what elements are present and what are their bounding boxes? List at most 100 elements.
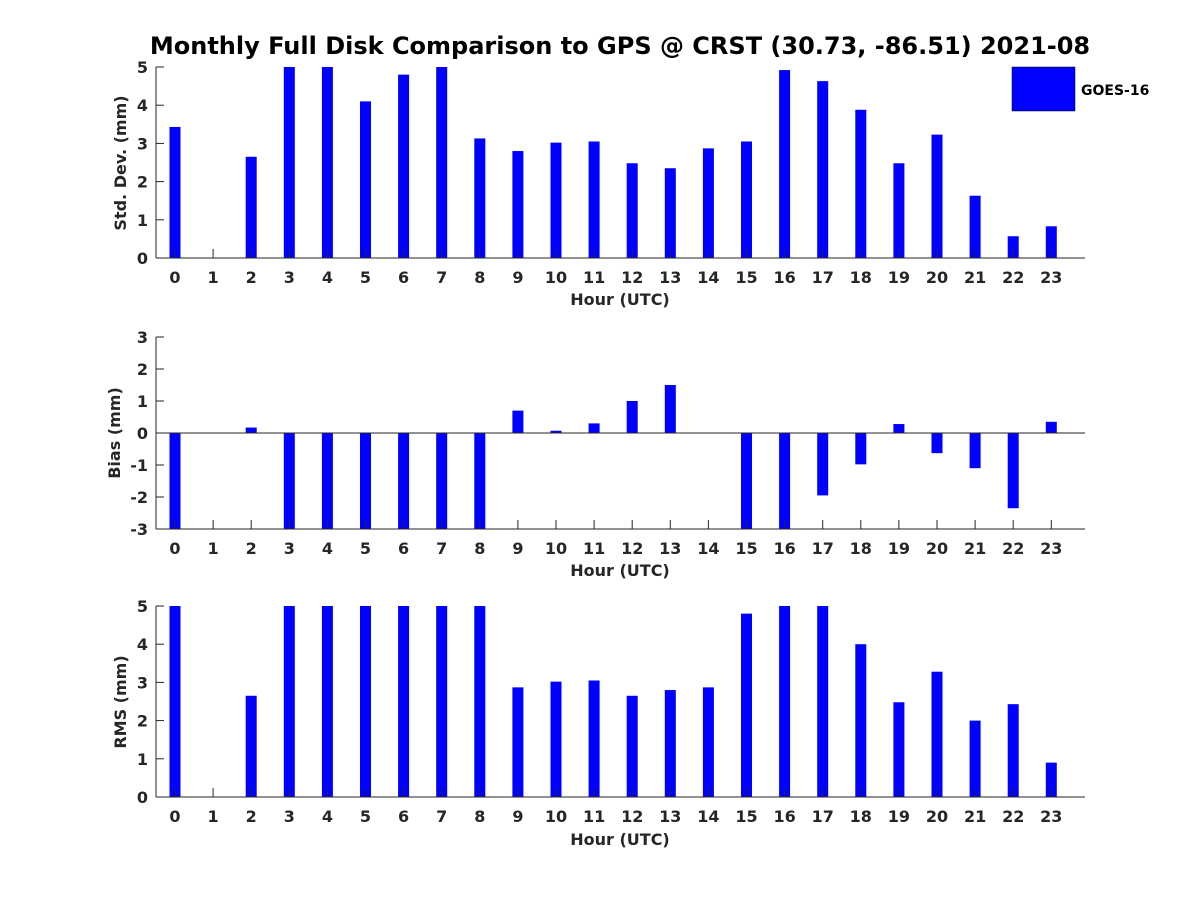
rms-ytick-label: 1 [137,750,148,769]
std_dev-bar-10 [550,142,562,258]
rms-xtick-label: 20 [926,807,948,826]
bias-bar-18 [855,433,867,465]
bias-bar-20 [931,433,943,454]
bias-xtick-label: 3 [284,539,295,558]
bias-bar-11 [588,423,600,433]
rms-xtick-label: 22 [1002,807,1024,826]
bias-ytick-label: 3 [137,328,148,347]
bias-ytick-label: -1 [130,456,148,475]
std_dev-xtick-label: 16 [773,268,795,287]
bias-bar-13 [664,385,676,433]
rms-bar-10 [550,681,562,797]
std_dev-bar-20 [931,134,943,258]
rms-bar-17 [817,606,829,797]
bias-xtick-label: 1 [208,539,219,558]
rms-xtick-label: 16 [773,807,795,826]
bias-xtick-label: 20 [926,539,948,558]
rms-xtick-label: 1 [208,807,219,826]
std_dev-ytick-label: 3 [137,134,148,153]
std_dev-xtick-label: 12 [621,268,643,287]
bias-bar-2 [245,427,257,433]
bias-bar-15 [741,433,752,529]
std_dev-bar-0 [169,126,181,258]
bias-bar-19 [893,424,905,433]
rms-ytick-label: 2 [137,712,148,731]
std_dev-bar-8 [474,138,486,258]
std_dev-xtick-label: 10 [545,268,567,287]
rms-xtick-label: 3 [284,807,295,826]
std_dev-xtick-label: 11 [583,268,605,287]
bias-xtick-label: 21 [964,539,986,558]
rms-xtick-label: 0 [169,807,180,826]
std_dev-xtick-label: 13 [659,268,681,287]
std_dev-bar-21 [969,195,981,258]
std_dev-xtick-label: 3 [284,268,295,287]
std_dev-bar-6 [398,74,410,258]
bias-xtick-label: 7 [436,539,447,558]
bias-ytick-label: 0 [137,424,148,443]
std_dev-xtick-label: 7 [436,268,447,287]
bias-ytick-label: -2 [130,488,148,507]
legend: GOES-16 [1011,66,1149,112]
rms-xtick-label: 15 [735,807,757,826]
rms-bar-0 [169,606,181,797]
std_dev-bar-3 [283,67,295,258]
std_dev-xtick-label: 5 [360,268,371,287]
bias-xtick-label: 17 [812,539,834,558]
rms-xtick-label: 8 [474,807,485,826]
bias-bar-21 [969,433,981,469]
rms-bar-22 [1007,704,1019,797]
bias-bar-10 [550,430,562,433]
rms-xlabel: Hour (UTC) [570,830,670,849]
rms-bar-16 [779,606,791,797]
rms-ylabel: RMS (mm) [111,655,130,748]
bias-bar-3 [283,433,295,529]
rms-xtick-label: 2 [246,807,257,826]
rms-ytick-label: 0 [137,788,148,807]
rms-bar-8 [474,606,486,797]
rms-bar-13 [664,690,676,797]
std_dev-xtick-label: 18 [850,268,872,287]
bias-bar-7 [436,433,448,529]
bias-ylabel: Bias (mm) [105,387,124,479]
rms-ytick-label: 4 [137,635,148,654]
bias-xtick-label: 8 [474,539,485,558]
rms-bar-14 [702,687,714,797]
bias-xtick-label: 22 [1002,539,1024,558]
rms-bar-21 [969,720,981,797]
std_dev-bar-22 [1007,236,1019,258]
rms-xtick-label: 13 [659,807,681,826]
rms-bar-12 [626,695,638,797]
bias-xtick-label: 16 [773,539,795,558]
std_dev-xtick-label: 8 [474,268,485,287]
rms-bar-5 [360,606,371,797]
std_dev-bar-17 [817,81,829,258]
rms-xtick-label: 12 [621,807,643,826]
std_dev-xtick-label: 9 [512,268,523,287]
bias-bar-4 [321,433,333,529]
bias-bar-5 [360,433,371,529]
rms-bar-7 [436,606,448,797]
std_dev-bar-12 [626,163,638,258]
rms-bar-15 [741,613,752,797]
rms-xtick-label: 5 [360,807,371,826]
std_dev-bar-5 [360,101,371,258]
std_dev-ytick-label: 0 [137,249,148,268]
bias-bar-16 [779,433,791,529]
legend-label: GOES-16 [1081,83,1149,99]
bias-bar-8 [474,433,486,529]
rms-xtick-label: 19 [888,807,910,826]
std_dev-bar-15 [741,141,752,258]
std_dev-xtick-label: 4 [322,268,333,287]
rms-xtick-label: 4 [322,807,333,826]
std_dev-xtick-label: 15 [735,268,757,287]
bias-ytick-label: 2 [137,360,148,379]
std_dev-bar-18 [855,109,867,258]
rms-xtick-label: 10 [545,807,567,826]
figure-title: Monthly Full Disk Comparison to GPS @ CR… [150,32,1090,60]
rms-bar-3 [283,606,295,797]
